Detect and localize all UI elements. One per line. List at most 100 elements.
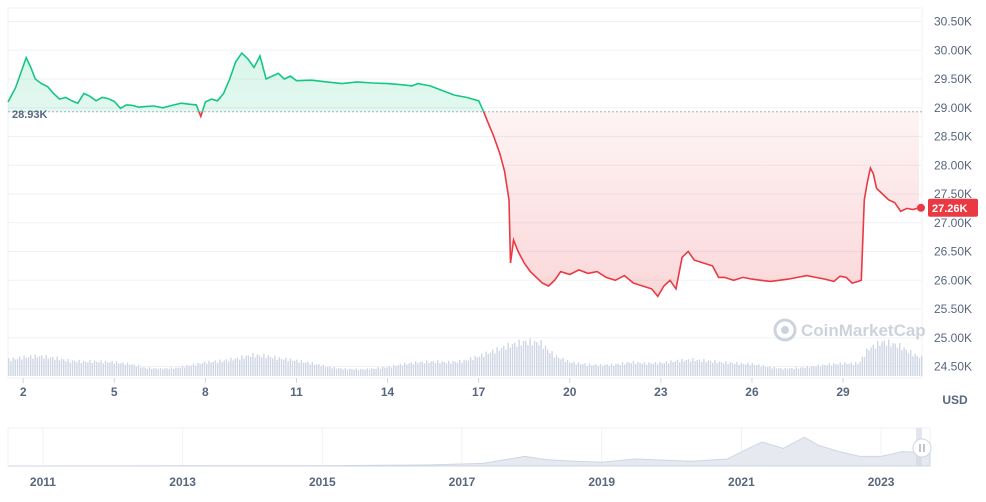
volume-bar [654,361,657,376]
current-price-label: 27.26K [932,203,968,215]
volume-bar [426,360,428,376]
volume-bar [71,360,74,376]
volume-bar [885,345,888,376]
volume-bar [918,357,921,376]
current-price-badge: 27.26K [916,198,978,217]
volume-bar [487,354,489,376]
volume-bar [298,362,300,376]
volume-bar [674,361,676,376]
volume-bar [441,361,443,376]
volume-bar [137,365,140,376]
volume-bar [162,369,164,376]
volume-bar [872,344,874,376]
volume-bar [357,370,360,376]
volume-bar [516,346,518,376]
volume-bar [30,355,32,376]
volume-bar [404,362,406,376]
volume-bar [417,363,419,376]
volume-bar [808,367,811,376]
volume-bar [780,368,782,376]
volume-bar [245,355,247,376]
volume-bar [538,345,540,376]
volume-bar [857,364,859,376]
volume-bar [705,362,707,376]
volume-bar [195,365,197,376]
volume-bar [892,343,894,376]
volume-bar [901,350,903,376]
volume-bar [157,369,159,376]
volume-bar [698,359,701,376]
volume-bar [630,363,632,376]
navigator-tick-label: 2023 [868,475,895,489]
volume-bar [109,362,111,376]
volume-bar [148,367,151,376]
volume-bar [863,356,866,376]
volume-bar [412,364,415,376]
volume-bar [465,360,467,376]
volume-bar [778,368,780,376]
volume-bar [503,345,505,376]
volume-bar [342,369,344,376]
volume-bar [179,367,181,376]
volume-bar [782,369,784,376]
y-tick-label: 27.50K [934,187,972,201]
volume-bar [210,362,212,376]
volume-bar [344,368,346,376]
volume-bar [676,359,679,376]
volume-bar [910,350,912,376]
volume-bar [177,367,179,376]
volume-bar [135,366,137,376]
volume-bar [318,364,320,376]
volume-bar [338,368,340,376]
volume-bar [615,364,617,376]
volume-bar [624,364,626,376]
volume-bar [126,362,129,376]
volume-bar [375,368,377,376]
volume-bar [175,367,177,376]
volume-bar [804,368,806,376]
volume-bar [571,362,573,376]
volume-bar [547,349,549,376]
volume-bar [916,355,918,376]
volume-bar [672,362,674,376]
volume-bar [894,343,896,376]
range-navigator[interactable]: 2011 2013 2015 2017 2019 2021 2023 [7,427,932,489]
volume-bar [657,364,659,376]
volume-bar [98,362,100,376]
volume-bar [824,364,826,376]
volume-bar [45,354,47,376]
navigator-handle[interactable] [912,438,932,458]
volume-bar [683,361,685,376]
volume-bar [566,359,569,376]
y-tick-label: 29.00K [934,101,972,115]
volume-bar [324,367,327,376]
volume-bar [811,366,813,376]
volume-bar [85,361,87,376]
volume-bar [14,359,16,376]
volume-bar [470,357,472,376]
volume-bar [758,364,760,376]
current-price-box [928,198,978,217]
volume-bar [340,368,342,376]
volume-bar [536,342,538,376]
volume-bar [208,360,210,376]
volume-bar [452,361,454,376]
volume-bar [269,356,272,376]
volume-bar [256,354,258,376]
volume-bar [593,364,595,376]
volume-bar [153,368,155,376]
volume-bar [16,358,19,376]
volume-bar [806,366,808,376]
volume-bar [346,369,349,376]
volume-bar [522,340,525,376]
volume-bar [668,363,670,376]
volume-bar [696,359,698,376]
volume-bar [236,357,239,376]
x-tick-label: 17 [472,385,486,399]
volume-bar [151,369,153,376]
y-tick-label: 28.50K [934,130,972,144]
volume-bar [23,355,25,376]
volume-bar [868,350,870,376]
